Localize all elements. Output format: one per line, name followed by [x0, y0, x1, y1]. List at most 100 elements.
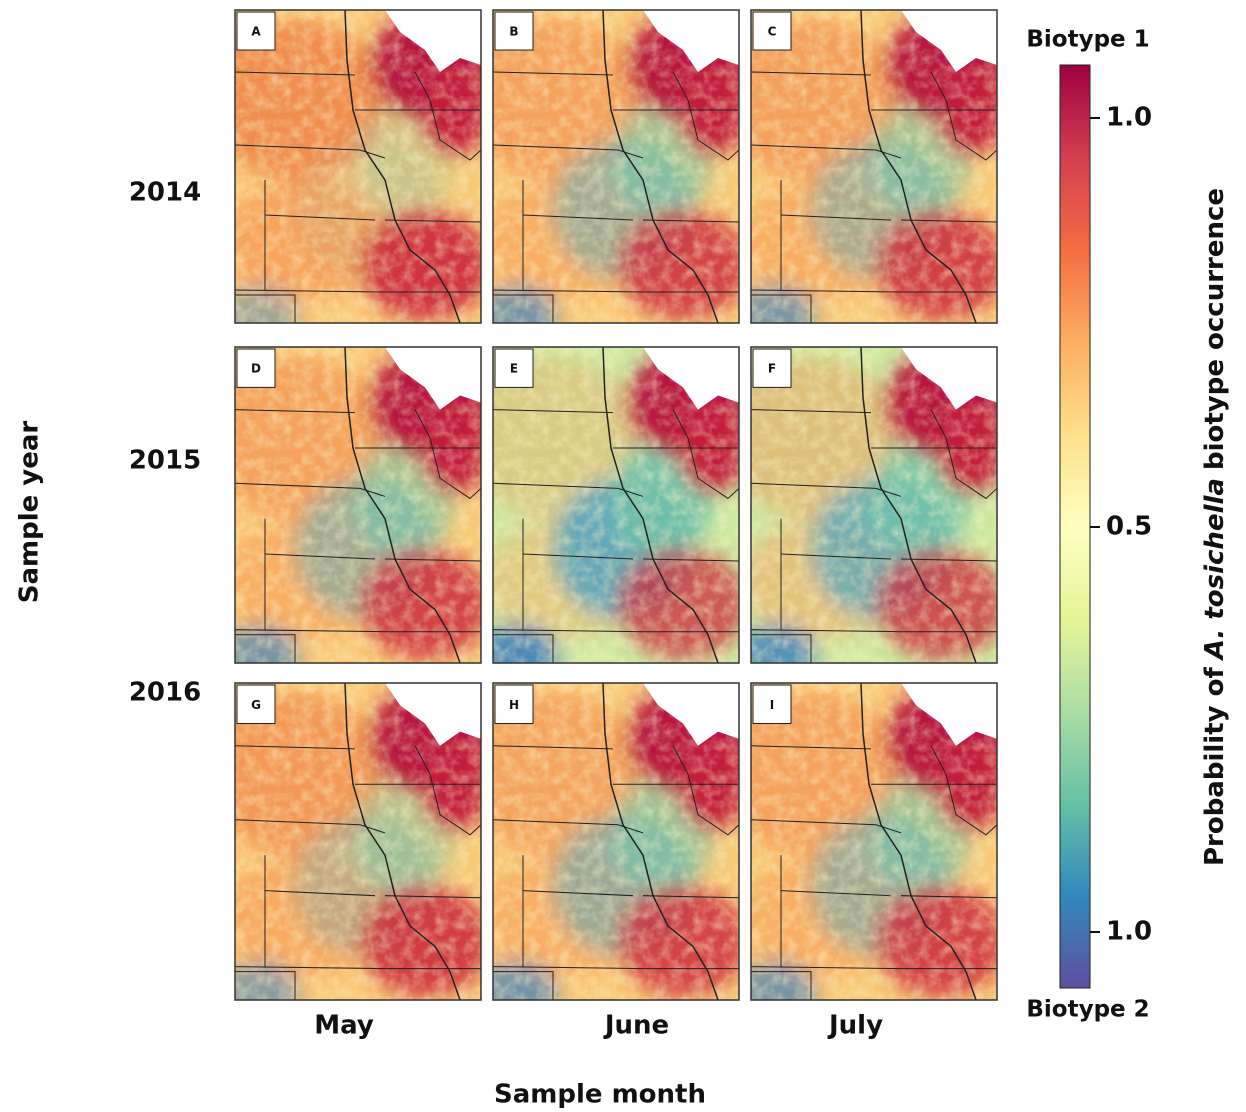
panel-frame — [492, 9, 740, 324]
state-border — [642, 895, 739, 899]
state-border — [751, 294, 812, 323]
river — [602, 347, 719, 664]
panel-label: G — [251, 698, 261, 712]
map-surface — [493, 347, 739, 664]
column-label: June — [603, 1011, 669, 1041]
map-surface — [493, 10, 739, 323]
map-panel: D — [234, 346, 482, 664]
state-border — [235, 482, 386, 497]
state-border — [900, 895, 997, 899]
state-border — [930, 745, 997, 836]
panel-frame — [750, 346, 998, 664]
state-border — [384, 219, 481, 223]
row-label: 2014 — [129, 178, 201, 208]
colorbar-top-label: Biotype 1 — [1026, 27, 1149, 53]
row-label: 2016 — [129, 678, 201, 708]
map-panel: I — [750, 682, 998, 1001]
state-border — [414, 409, 481, 500]
state-border — [751, 144, 902, 159]
colorbar-tick-label: 0.5 — [1106, 512, 1152, 542]
state-border — [522, 553, 634, 560]
panel-frame — [234, 346, 482, 664]
state-border — [751, 971, 812, 1001]
map-surface — [751, 10, 997, 323]
colorbar — [1059, 64, 1091, 989]
state-border — [642, 219, 739, 223]
state-border — [493, 819, 644, 834]
state-border — [672, 745, 739, 836]
panel-label-box — [494, 11, 534, 51]
panel-label-box — [236, 11, 276, 51]
lake — [901, 10, 997, 72]
state-border — [264, 214, 376, 221]
lake — [901, 347, 997, 410]
panel-label-box — [236, 684, 276, 725]
lake — [385, 10, 481, 72]
colorbar-title: Probability of A. tosichella biotype occur… — [1200, 188, 1230, 866]
map-panel: G — [234, 682, 482, 1001]
lake — [643, 10, 739, 72]
panel-label-box — [752, 11, 792, 51]
panel-label: E — [510, 362, 518, 376]
river — [860, 347, 977, 664]
map-panel: E — [492, 346, 740, 664]
river — [344, 347, 461, 664]
state-border — [384, 895, 481, 899]
panel-frame — [492, 346, 740, 664]
map-panel: C — [750, 9, 998, 324]
state-border — [672, 71, 739, 161]
colorbar-tick-label: 1.0 — [1106, 917, 1152, 947]
colorbar-tick-label: 1.0 — [1106, 103, 1152, 133]
state-border — [522, 890, 634, 897]
x-axis-title: Sample month — [494, 1080, 706, 1110]
state-border — [780, 214, 892, 221]
state-border — [642, 558, 739, 562]
state-border — [751, 482, 902, 497]
map-surface — [493, 683, 739, 1001]
panel-label-box — [494, 684, 534, 725]
state-border — [235, 634, 296, 664]
state-border — [493, 482, 644, 497]
panel-frame — [750, 9, 998, 324]
state-border — [493, 971, 554, 1001]
lake — [643, 683, 739, 746]
map-surface — [235, 683, 481, 1001]
row-label: 2015 — [129, 446, 201, 476]
panel-label-box — [494, 348, 534, 388]
state-border — [900, 558, 997, 562]
panel-label: A — [251, 25, 261, 39]
state-border — [930, 409, 997, 500]
panel-label: D — [251, 362, 261, 376]
panel-frame — [750, 682, 998, 1001]
river — [344, 683, 461, 1001]
panel-frame — [234, 9, 482, 324]
map-surface — [235, 347, 481, 664]
state-border — [493, 745, 614, 750]
map-panel: A — [234, 9, 482, 324]
river — [602, 10, 719, 323]
state-border — [235, 745, 356, 750]
state-border — [414, 745, 481, 836]
state-border — [522, 214, 634, 221]
colorbar-title-italic: A. tosichella — [1200, 478, 1230, 661]
state-border — [235, 819, 386, 834]
panel-label: C — [768, 25, 777, 39]
panel-label: H — [509, 698, 519, 712]
panel-label-box — [752, 684, 792, 725]
state-border — [672, 409, 739, 500]
map-panel: B — [492, 9, 740, 324]
state-border — [235, 71, 356, 76]
lake — [385, 683, 481, 746]
river — [860, 10, 977, 323]
state-border — [414, 71, 481, 161]
river — [602, 683, 719, 1001]
state-border — [751, 745, 872, 750]
state-border — [751, 409, 872, 414]
state-border — [384, 558, 481, 562]
y-axis-title: Sample year — [15, 421, 45, 604]
state-border — [235, 971, 296, 1001]
colorbar-title-text: Probability of — [1200, 667, 1230, 867]
state-border — [751, 819, 902, 834]
